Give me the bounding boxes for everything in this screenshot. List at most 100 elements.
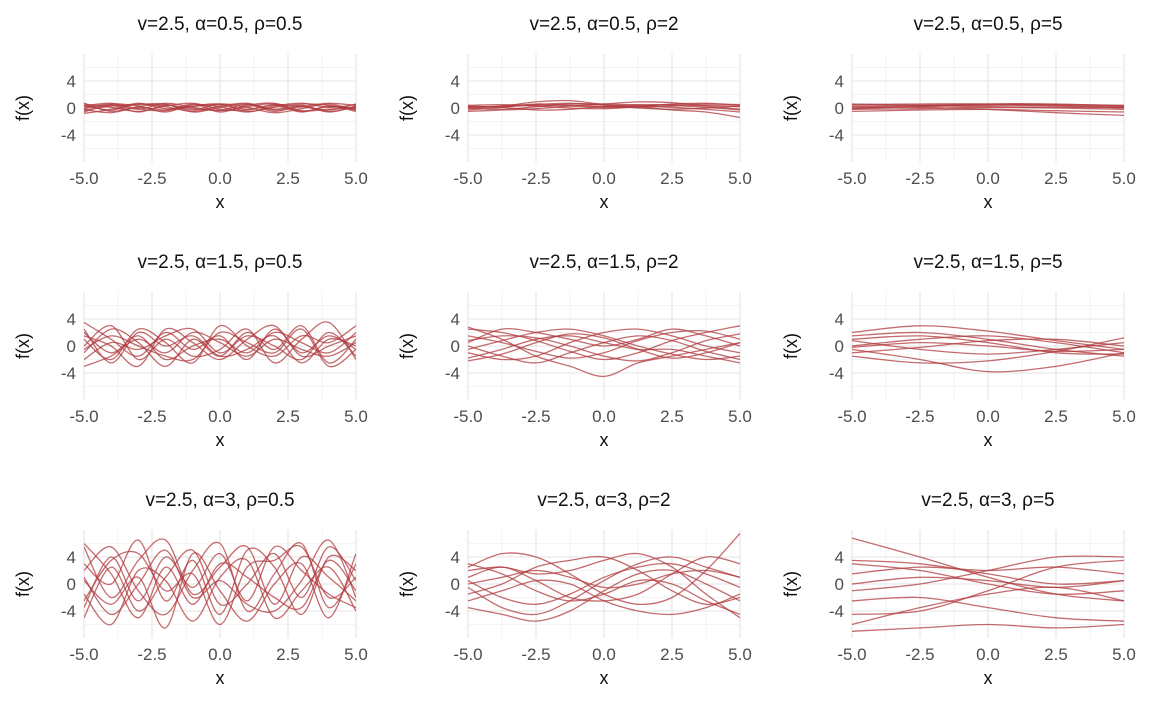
y-tick-label: -4 — [829, 126, 844, 145]
y-tick-label: 4 — [67, 310, 76, 329]
y-tick-label: 4 — [451, 548, 460, 567]
y-axis-title: f(x) — [13, 333, 33, 359]
series-line-7 — [852, 103, 1124, 108]
x-axis-title: x — [984, 430, 993, 450]
series-line-9 — [84, 544, 356, 626]
series-line-2 — [852, 559, 1124, 585]
x-tick-label: -5.0 — [69, 645, 98, 664]
y-axis-title: f(x) — [781, 333, 801, 359]
series-lines — [84, 538, 356, 629]
series-line-6 — [852, 555, 1124, 592]
x-tick-label: 0.0 — [592, 407, 616, 426]
series-line-10 — [468, 569, 740, 589]
x-tick-label: 2.5 — [660, 169, 684, 188]
series-line-7 — [468, 326, 740, 378]
x-tick-label: 2.5 — [1044, 169, 1068, 188]
y-tick-label: 4 — [835, 72, 844, 91]
series-line-4 — [852, 586, 1124, 626]
y-tick-label: -4 — [445, 602, 460, 621]
x-tick-label: -2.5 — [137, 169, 166, 188]
x-tick-label: 0.0 — [976, 407, 1000, 426]
x-tick-label: 2.5 — [276, 645, 300, 664]
x-axis-title: x — [216, 192, 225, 212]
x-tick-label: 0.0 — [592, 645, 616, 664]
series-line-8 — [852, 563, 1124, 595]
y-tick-label: 0 — [67, 575, 76, 594]
y-tick-label: 4 — [451, 72, 460, 91]
series-line-9 — [468, 579, 740, 616]
x-tick-label: -2.5 — [521, 645, 550, 664]
x-axis-title: x — [984, 192, 993, 212]
y-tick-label: -4 — [61, 126, 76, 145]
x-tick-label: -2.5 — [137, 407, 166, 426]
series-line-7 — [852, 576, 1124, 589]
series-lines — [852, 325, 1124, 373]
x-axis-title: x — [216, 430, 225, 450]
x-tick-label: 2.5 — [660, 407, 684, 426]
x-axis-title: x — [600, 192, 609, 212]
x-tick-label: -5.0 — [837, 645, 866, 664]
series-line-6 — [84, 321, 356, 364]
x-tick-label: 5.0 — [1112, 645, 1136, 664]
series-lines — [84, 321, 356, 368]
x-tick-label: -5.0 — [69, 169, 98, 188]
y-tick-label: -4 — [829, 602, 844, 621]
facet-panel-7: -5.0 -2.5 0.0 2.5 5.0 -4 0 4 x f(x) v=2.5, α=3, ρ=… — [13, 490, 368, 688]
x-tick-label: 5.0 — [1112, 407, 1136, 426]
series-lines — [468, 99, 740, 119]
series-line-5 — [852, 335, 1124, 354]
series-line-9 — [852, 596, 1124, 622]
series-line-5 — [468, 329, 740, 359]
panel-title: v=2.5, α=1.5, ρ=2 — [529, 252, 678, 273]
x-axis-title: x — [984, 668, 993, 688]
y-axis-title: f(x) — [13, 95, 33, 121]
x-tick-label: 2.5 — [660, 645, 684, 664]
series-lines — [468, 325, 740, 378]
series-lines — [468, 532, 740, 622]
series-line-7 — [468, 103, 740, 113]
x-tick-label: 5.0 — [1112, 169, 1136, 188]
x-tick-label: 0.0 — [976, 645, 1000, 664]
y-tick-label: -4 — [829, 364, 844, 383]
facet-panel-4: -5.0 -2.5 0.0 2.5 5.0 -4 0 4 x f(x) v=2.5, α=1.5, … — [13, 252, 368, 450]
facet-panel-2: -5.0 -2.5 0.0 2.5 5.0 -4 0 4 x f(x) v=2.5, α=0.5, … — [397, 14, 752, 212]
series-line-3 — [468, 333, 740, 362]
y-tick-label: 0 — [835, 337, 844, 356]
y-tick-label: -4 — [61, 602, 76, 621]
series-line-10 — [84, 103, 356, 113]
x-tick-label: 0.0 — [208, 645, 232, 664]
x-tick-label: -2.5 — [905, 169, 934, 188]
series-line-2 — [84, 546, 356, 619]
series-line-5 — [84, 331, 356, 361]
series-line-1 — [84, 321, 356, 361]
panel-title: v=2.5, α=3, ρ=5 — [921, 490, 1054, 511]
series-line-4 — [468, 328, 740, 361]
y-tick-label: -4 — [445, 364, 460, 383]
series-line-8 — [84, 102, 356, 113]
series-line-9 — [852, 335, 1124, 355]
facet-panel-8: -5.0 -2.5 0.0 2.5 5.0 -4 0 4 x f(x) v=2.5, α=3, ρ=… — [397, 490, 752, 688]
series-line-8 — [84, 324, 356, 368]
y-axis-title: f(x) — [397, 571, 417, 597]
series-line-10 — [84, 539, 356, 616]
y-tick-label: 0 — [451, 337, 460, 356]
panel-title: v=2.5, α=1.5, ρ=5 — [913, 252, 1062, 273]
series-line-9 — [84, 102, 356, 113]
x-tick-label: 5.0 — [728, 407, 752, 426]
series-line-6 — [84, 545, 356, 609]
x-tick-label: -2.5 — [521, 407, 550, 426]
series-line-10 — [852, 623, 1124, 632]
x-tick-label: -5.0 — [837, 169, 866, 188]
y-tick-label: 4 — [67, 72, 76, 91]
x-tick-label: -5.0 — [453, 169, 482, 188]
x-axis-title: x — [600, 430, 609, 450]
y-tick-label: -4 — [61, 364, 76, 383]
series-line-5 — [84, 539, 356, 616]
series-line-1 — [468, 325, 740, 361]
y-tick-label: 0 — [451, 99, 460, 118]
x-tick-label: -2.5 — [137, 645, 166, 664]
series-line-2 — [468, 569, 740, 622]
series-line-10 — [468, 328, 740, 347]
series-line-4 — [84, 558, 356, 626]
